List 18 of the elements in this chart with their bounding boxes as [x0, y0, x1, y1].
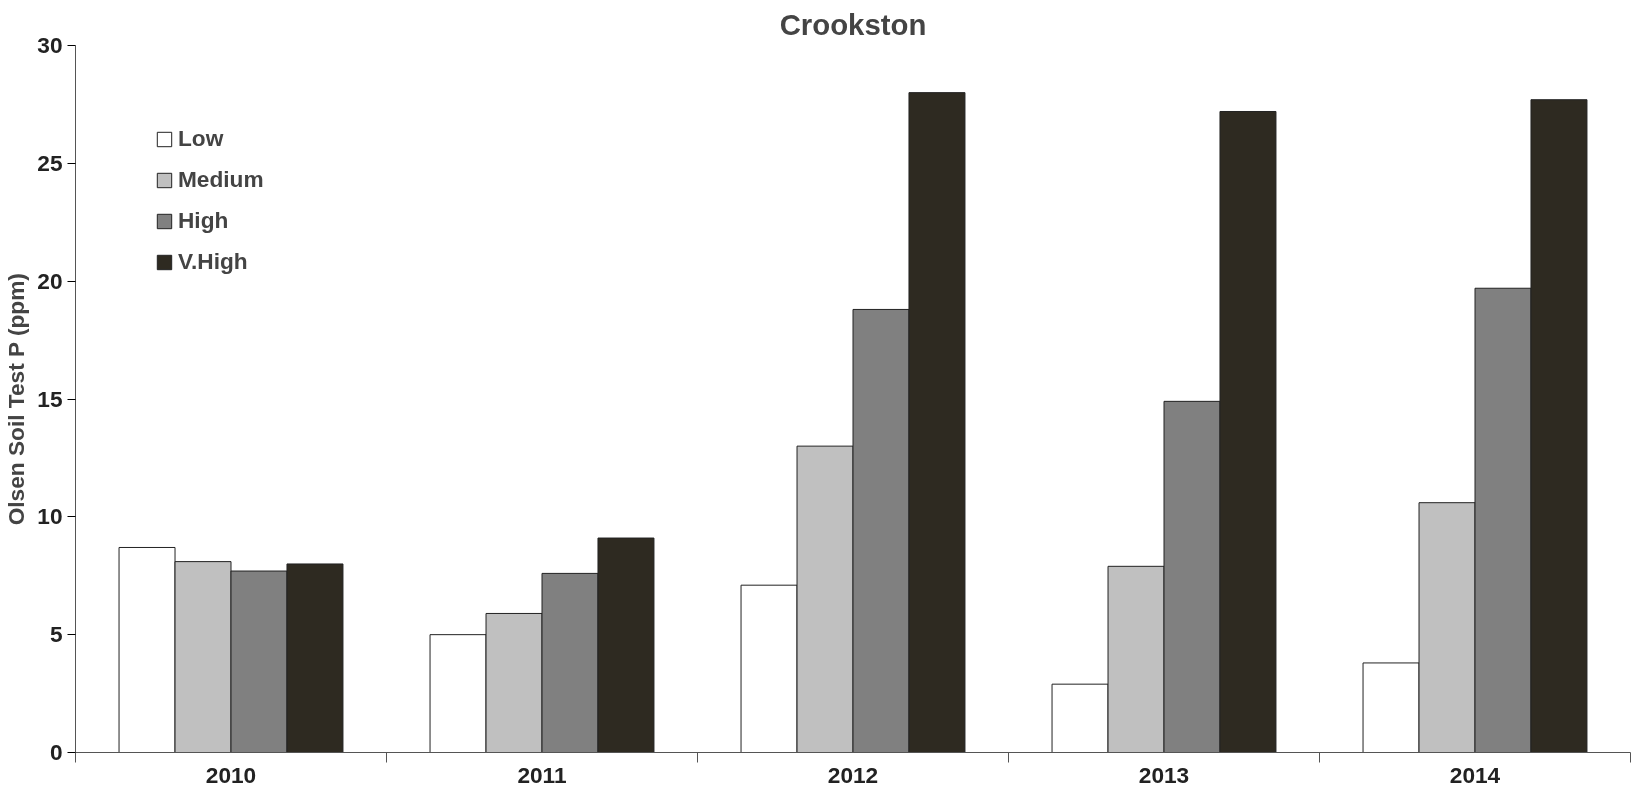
y-tick-label: 20 — [37, 267, 63, 294]
x-tick-label: 2010 — [205, 761, 257, 785]
y-tick-label: 25 — [37, 149, 63, 176]
chart-title: Crookston — [779, 7, 927, 41]
x-tick-label: 2011 — [517, 761, 567, 785]
legend-label: High — [178, 207, 229, 234]
x-tick-label: 2012 — [827, 761, 879, 785]
x-tick-label: 2013 — [1138, 761, 1190, 785]
y-tick-label: 10 — [37, 503, 63, 530]
legend-label: Low — [178, 125, 224, 152]
y-axis-title: Olsen Soil Test P (ppm) — [3, 273, 30, 526]
y-tick-label: 15 — [37, 385, 63, 412]
y-tick-label: 5 — [49, 621, 63, 648]
x-tick-label: 2014 — [1449, 761, 1501, 785]
y-tick-label: 0 — [49, 739, 63, 765]
legend-label: V.High — [178, 248, 248, 275]
y-tick-label: 30 — [37, 32, 63, 58]
legend-label: Medium — [178, 166, 264, 193]
